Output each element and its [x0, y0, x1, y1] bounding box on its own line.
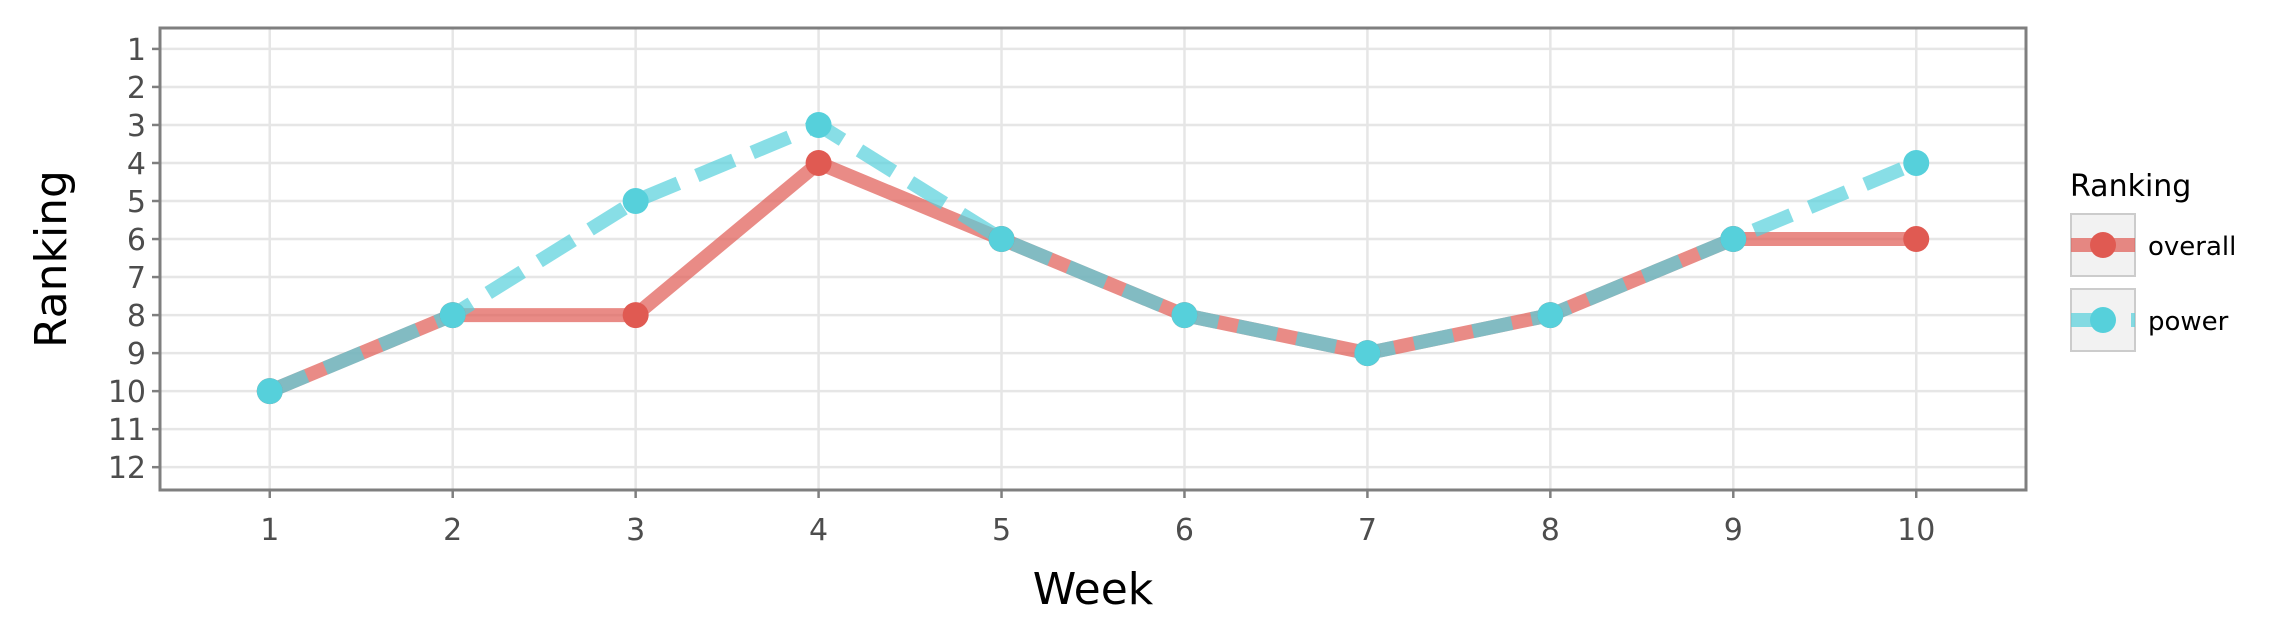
legend-items: overall power	[2070, 213, 2236, 352]
data-points	[256, 111, 1930, 405]
x-tick-label: 10	[1897, 513, 1935, 548]
x-tick-label: 6	[1175, 513, 1194, 548]
x-tick-label: 4	[809, 513, 828, 548]
data-point-overall	[805, 149, 832, 176]
y-tick-label: 1	[127, 33, 146, 68]
legend-item-power: power	[2070, 288, 2229, 352]
y-tick-label: 9	[127, 337, 146, 372]
data-point-power	[1354, 340, 1381, 367]
y-tick-label: 4	[127, 147, 146, 182]
data-point-power	[988, 226, 1015, 253]
data-point-power	[439, 302, 466, 329]
legend: Ranking overall power	[2070, 169, 2236, 352]
y-tick-label: 12	[108, 451, 146, 486]
x-tick-label: 7	[1358, 513, 1377, 548]
legend-item-overall: overall	[2070, 213, 2236, 277]
data-point-power	[1537, 302, 1564, 329]
y-tick-label: 10	[108, 375, 146, 410]
x-tick-label: 8	[1541, 513, 1560, 548]
data-point-power	[805, 111, 832, 138]
y-tick-label: 7	[127, 261, 146, 296]
y-tick-label: 6	[127, 223, 146, 258]
legend-key-point	[2090, 307, 2116, 333]
data-point-power	[1903, 149, 1930, 176]
legend-label: overall	[2148, 232, 2236, 262]
x-tick-label: 2	[443, 513, 462, 548]
x-axis-title: Week	[1033, 564, 1154, 615]
y-tick-label: 5	[127, 185, 146, 220]
series-line-power	[267, 117, 1919, 398]
gridlines	[160, 28, 2026, 490]
data-point-power	[1720, 226, 1747, 253]
y-axis-title: Ranking	[26, 170, 77, 348]
y-tick-label: 2	[127, 71, 146, 106]
x-tick-label: 9	[1724, 513, 1743, 548]
x-tick-label: 5	[992, 513, 1011, 548]
y-tick-label: 11	[108, 413, 146, 448]
data-point-overall	[1903, 226, 1930, 253]
legend-label: power	[2148, 307, 2229, 337]
y-tick-label: 8	[127, 299, 146, 334]
plot-panel-border	[158, 26, 2028, 492]
x-tick-label: 3	[626, 513, 645, 548]
legend-key-point	[2090, 232, 2116, 258]
x-tick-label: 1	[260, 513, 279, 548]
data-point-overall	[622, 302, 649, 329]
series-lines	[267, 117, 1919, 398]
data-point-power	[1171, 302, 1198, 329]
data-point-power	[622, 188, 649, 215]
legend-title: Ranking	[2070, 169, 2191, 204]
data-point-power	[256, 378, 283, 405]
y-tick-label: 3	[127, 109, 146, 144]
